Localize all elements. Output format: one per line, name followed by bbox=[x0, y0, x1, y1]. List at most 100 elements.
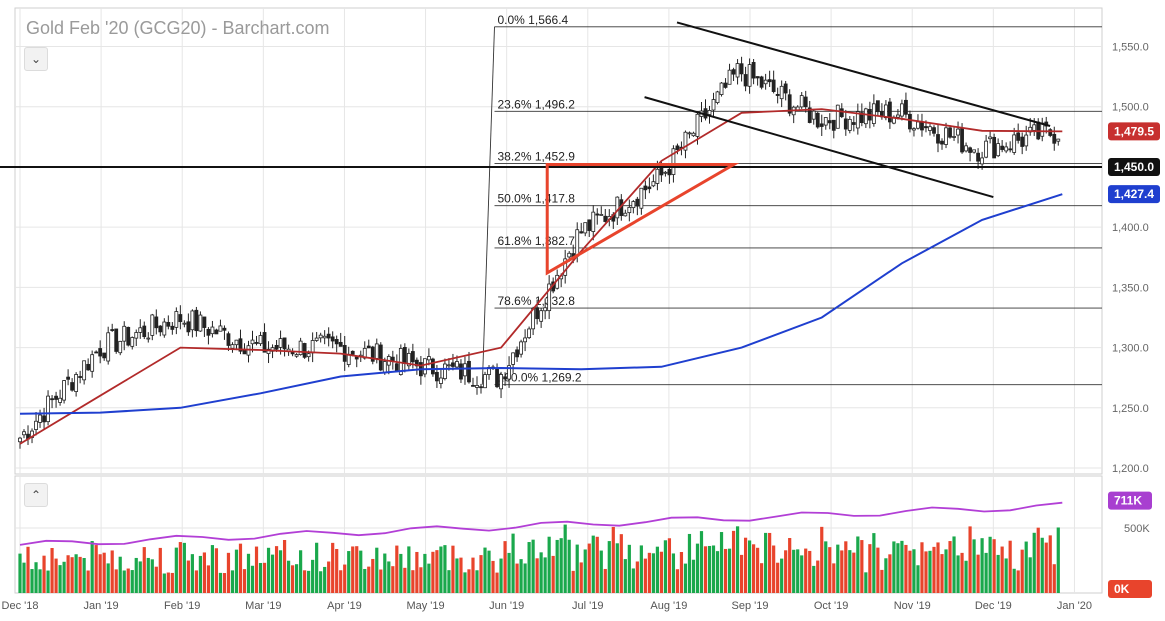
volume-bar bbox=[864, 572, 868, 593]
volume-bar bbox=[331, 542, 335, 593]
volume-bar bbox=[459, 557, 463, 593]
candle-body bbox=[198, 314, 203, 332]
candle-body bbox=[1008, 148, 1013, 151]
volume-bar bbox=[62, 561, 66, 593]
fib-level-label: 50.0% 1,417.8 bbox=[498, 192, 576, 206]
volume-bar bbox=[691, 559, 696, 593]
x-tick-label: Aug '19 bbox=[650, 600, 687, 612]
candle-body bbox=[350, 350, 355, 355]
volume-bar bbox=[731, 530, 736, 593]
candle-body bbox=[855, 111, 860, 129]
volume-bar bbox=[170, 572, 174, 593]
candle-body bbox=[426, 356, 431, 361]
volume-bar bbox=[134, 557, 138, 593]
candle-body bbox=[366, 345, 371, 349]
candle-body bbox=[547, 283, 552, 312]
volume-bar bbox=[1052, 564, 1056, 593]
volume-bar bbox=[154, 566, 158, 593]
volume-bar bbox=[282, 539, 287, 593]
candle-body bbox=[410, 351, 415, 363]
y-tick-label: 1,300.0 bbox=[1112, 343, 1149, 355]
volume-bar bbox=[892, 541, 896, 593]
volume-bar bbox=[884, 558, 888, 593]
volume-bar bbox=[54, 558, 58, 593]
volume-bar bbox=[82, 558, 86, 593]
candle-body bbox=[206, 328, 211, 336]
candle-body bbox=[226, 333, 231, 346]
volume-bar bbox=[367, 566, 371, 593]
candle-body bbox=[839, 108, 844, 118]
candle-body bbox=[803, 96, 808, 108]
volume-bar bbox=[1044, 542, 1048, 593]
candle-body bbox=[815, 112, 820, 128]
volume-bar bbox=[18, 553, 22, 593]
volume-bar bbox=[719, 532, 724, 593]
volume-bar bbox=[687, 533, 692, 593]
y-tick-label: 1,550.0 bbox=[1112, 42, 1149, 54]
volume-bar bbox=[126, 568, 130, 593]
y-tick-label: 1,400.0 bbox=[1112, 222, 1149, 234]
volume-bar bbox=[439, 546, 443, 593]
y-tick-label: 1,500.0 bbox=[1112, 102, 1149, 114]
candle-body bbox=[222, 327, 227, 331]
volume-bar bbox=[611, 526, 615, 593]
expand-volume-chevron-icon[interactable]: ⌃ bbox=[24, 483, 48, 507]
volume-bar bbox=[415, 551, 419, 593]
volume-bar bbox=[924, 551, 928, 593]
volume-bar bbox=[90, 541, 94, 593]
candle-body bbox=[471, 384, 475, 387]
volume-bar bbox=[299, 550, 303, 593]
volume-bar bbox=[258, 562, 263, 593]
volume-bar bbox=[707, 545, 712, 593]
x-tick-label: Dec '19 bbox=[975, 600, 1012, 612]
volume-bar bbox=[339, 570, 343, 593]
candle-body bbox=[976, 152, 980, 162]
candle-body bbox=[334, 339, 339, 345]
candle-body bbox=[314, 337, 319, 341]
candle-body bbox=[863, 108, 868, 125]
volume-bar bbox=[527, 542, 531, 593]
candle-body bbox=[948, 127, 952, 138]
candle-body bbox=[603, 215, 608, 222]
volume-bar bbox=[872, 533, 876, 593]
candle-body bbox=[900, 103, 904, 117]
volume-bar bbox=[519, 559, 523, 593]
candle-body bbox=[968, 147, 972, 153]
volume-bar bbox=[234, 549, 239, 593]
volume-bar bbox=[840, 550, 844, 593]
candle-body bbox=[475, 385, 479, 388]
volume-bar bbox=[836, 544, 840, 593]
volume-bar bbox=[198, 555, 202, 593]
volume-bar bbox=[876, 547, 880, 593]
candle-body bbox=[455, 361, 459, 368]
candle-body bbox=[599, 214, 604, 216]
volume-bar bbox=[1032, 532, 1036, 593]
volume-bar bbox=[944, 549, 948, 593]
volume-bar bbox=[479, 555, 483, 593]
fib-level-label: 61.8% 1,382.7 bbox=[498, 234, 576, 248]
volume-bar bbox=[222, 573, 227, 593]
candle-body bbox=[374, 343, 379, 359]
volume-bar bbox=[515, 563, 519, 593]
candle-body bbox=[274, 345, 279, 350]
volume-bar bbox=[571, 570, 575, 593]
lower-trend-line bbox=[644, 96, 994, 199]
candle-body bbox=[130, 337, 135, 347]
volume-bar bbox=[607, 541, 611, 593]
volume-bar bbox=[559, 538, 563, 593]
volume-bar bbox=[114, 569, 118, 593]
fib-level-label: 0.0% 1,566.4 bbox=[498, 13, 569, 27]
candle-body bbox=[378, 344, 383, 371]
collapse-chevron-icon[interactable]: ⌄ bbox=[24, 47, 48, 71]
candle-body bbox=[904, 99, 908, 115]
candle-body bbox=[66, 376, 71, 380]
volume-bar bbox=[727, 548, 732, 593]
volume-bar bbox=[491, 560, 495, 593]
volume-bar bbox=[262, 562, 267, 593]
volume-bar bbox=[94, 545, 98, 593]
candle-body bbox=[94, 351, 99, 354]
last-volume-label: 0K bbox=[1114, 582, 1130, 596]
volume-bar bbox=[355, 546, 359, 593]
volume-bar bbox=[575, 544, 579, 593]
volume-bar bbox=[844, 541, 848, 593]
